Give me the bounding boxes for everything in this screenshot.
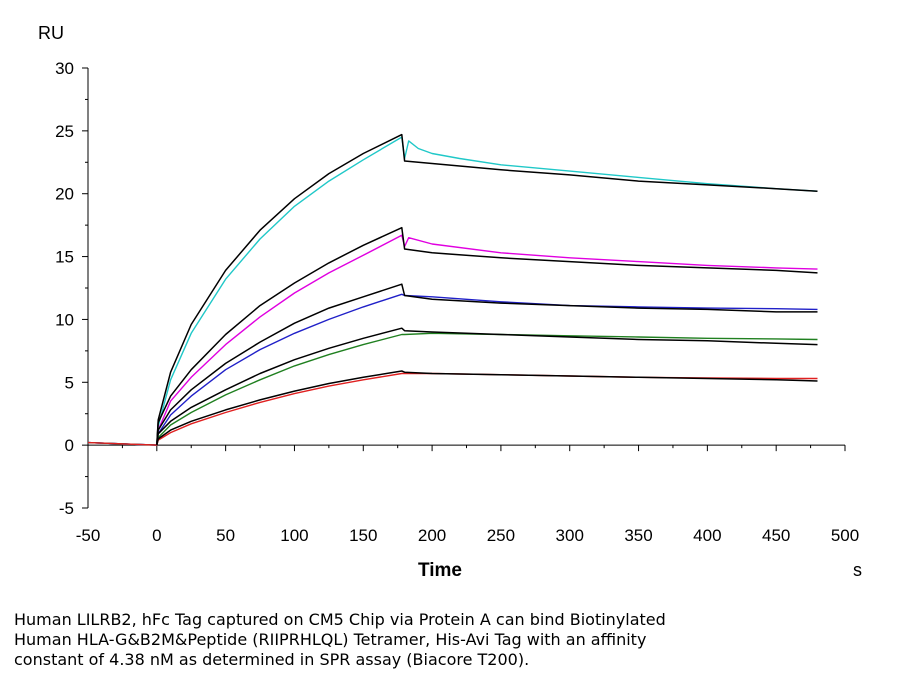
caption-line-3: constant of 4.38 nM as determined in SPR… [14, 650, 530, 669]
spr-sensorgram-chart: RU -50 0 50 100 150 200 250 300 350 400 450 500 -50… [38, 23, 862, 581]
fit-curve [156, 133, 818, 446]
x-tick-label: 500 [831, 526, 859, 545]
fit-curve [156, 226, 818, 446]
caption-line-1: Human LILRB2, hFc Tag captured on CM5 Ch… [14, 610, 666, 629]
fit-curve [156, 370, 818, 446]
x-axis-ticks: -50 0 50 100 150 200 250 300 350 400 450 500 [76, 445, 859, 545]
x-axis-unit: s [853, 560, 862, 580]
x-tick-label: 400 [693, 526, 721, 545]
y-axis-label: RU [38, 23, 64, 43]
series-group [87, 133, 818, 446]
y-tick-label: 5 [65, 373, 74, 392]
y-tick-label: -5 [59, 499, 74, 518]
y-tick-label: 30 [55, 59, 74, 78]
fit-curve [156, 327, 818, 446]
y-tick-label: 15 [55, 248, 74, 267]
x-tick-label: 450 [762, 526, 790, 545]
x-axis-title: Time [418, 560, 462, 581]
sensorgram-curve [87, 332, 818, 446]
x-tick-label: 150 [349, 526, 377, 545]
y-tick-label: 20 [55, 185, 74, 204]
x-tick-label: 300 [556, 526, 584, 545]
fit-curve [156, 283, 818, 446]
x-tick-label: -50 [76, 526, 101, 545]
x-tick-label: 200 [418, 526, 446, 545]
y-tick-label: 0 [65, 436, 74, 455]
sensorgram-curve [87, 136, 818, 446]
x-tick-label: 0 [152, 526, 161, 545]
sensorgram-curve [87, 293, 818, 446]
caption-line-2: Human HLA-G&B2M&Peptide (RIIPRHLQL) Tetr… [14, 630, 647, 649]
y-tick-label: 25 [55, 122, 74, 141]
figure-caption: Human LILRB2, hFc Tag captured on CM5 Ch… [14, 610, 874, 670]
x-tick-label: 50 [216, 526, 235, 545]
sensorgram-curve [87, 234, 818, 446]
y-axis-ticks: -5 0 5 10 15 20 25 30 [55, 59, 88, 518]
x-tick-label: 250 [487, 526, 515, 545]
y-tick-label: 10 [55, 310, 74, 329]
x-tick-label: 350 [624, 526, 652, 545]
x-tick-label: 100 [280, 526, 308, 545]
